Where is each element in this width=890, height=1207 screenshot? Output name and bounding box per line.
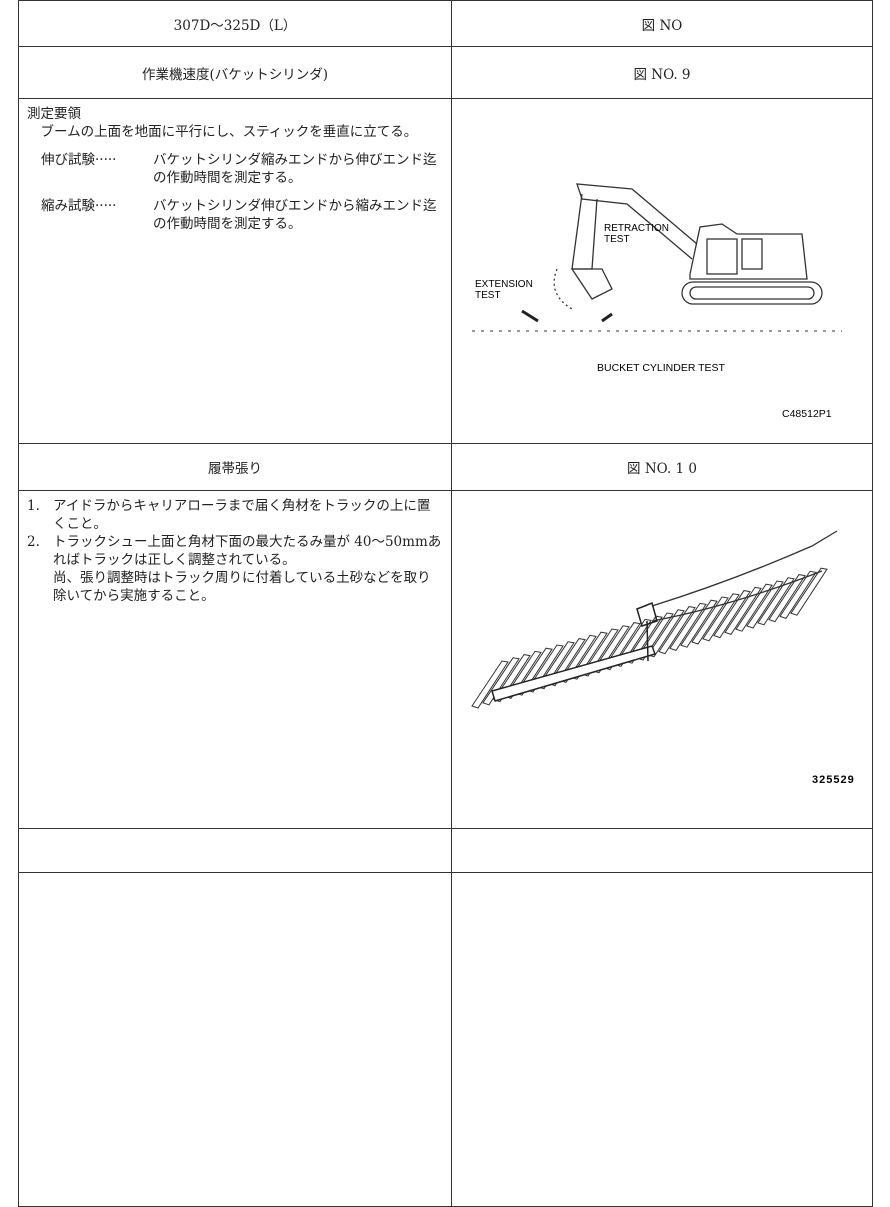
section-title: 履帯張り [18, 443, 452, 491]
figure-cell: 325529 [451, 490, 873, 829]
empty-cell [18, 828, 452, 873]
item-label: 縮み試験····· [41, 198, 117, 214]
track-shoe [724, 586, 762, 635]
item: 伸び試験····· バケットシリンダ縮みエンドから伸びエンド迄の作動時間を測定する… [27, 151, 443, 187]
step-note: 尚、張り調整時はトラック周りに付着している土砂などを取り除いてから実施すること。 [53, 570, 431, 604]
fig-cell: 図 NO [451, 0, 873, 47]
step-text: アイドラからキャリアローラまで届く角材をトラックの上に置くこと。 [53, 498, 431, 532]
row [18, 828, 873, 873]
empty-cell [18, 872, 452, 1207]
item-text: バケットシリンダ縮みエンドから伸びエンド迄の作動時間を測定する。 [153, 152, 437, 186]
arrow [521, 309, 613, 323]
step-number: 1. [27, 498, 40, 514]
wood-bar [491, 645, 656, 702]
row: 1. アイドラからキャリアローラまで届く角材をトラックの上に置くこと。 2. トラッ… [18, 490, 873, 829]
item: 縮み試験····· バケットシリンダ伸びエンドから縮みエンド迄の作動時間を測定する… [27, 197, 443, 233]
label: TEST [604, 234, 630, 245]
track-shoe [713, 590, 751, 639]
figure-code: 325529 [812, 774, 855, 786]
step: 2. トラックシュー上面と角材下面の最大たるみ量が 40～50mmあればトラックは… [27, 533, 443, 605]
step-text: トラックシュー上面と角材下面の最大たるみ量が 40～50mmあればトラックは正し… [53, 534, 442, 568]
text-block: 測定要領 ブームの上面を地面に平行にし、スティックを垂直に立てる。 伸び試験··… [19, 99, 451, 239]
content-cell: 測定要領 ブームの上面を地面に平行にし、スティックを垂直に立てる。 伸び試験··… [18, 98, 452, 444]
track-shoe [658, 606, 696, 655]
step-body: トラックシュー上面と角材下面の最大たるみ量が 40～50mmあればトラックは正し… [53, 533, 443, 605]
label: TEST [475, 290, 501, 301]
hand-ruler [636, 601, 658, 662]
track-shoe [702, 593, 740, 642]
excavator-drawing [553, 183, 823, 310]
arm [651, 530, 838, 622]
track-shoe [691, 596, 729, 645]
track-shoe [757, 577, 795, 626]
fig-number: 図 NO. 9 [451, 46, 873, 99]
figure-code: C48512P1 [782, 408, 832, 420]
empty-cell [451, 828, 873, 873]
caption: BUCKET CYLINDER TEST [597, 362, 726, 374]
item-label: 伸び試験····· [41, 152, 117, 168]
row: 履帯張り 図 NO. 1 0 [18, 443, 873, 491]
figure-cell: RETRACTION TEST EXTENSION TEST BUCKET CY… [451, 98, 873, 444]
excavator-figure: RETRACTION TEST EXTENSION TEST BUCKET CY… [472, 183, 842, 420]
track-shoe [471, 660, 509, 709]
track-figure: 325529 [471, 530, 855, 786]
section-title: 作業機速度(バケットシリンダ) [18, 46, 452, 99]
track-shoe [768, 574, 806, 623]
track-shoe [779, 570, 817, 619]
track-shoe [647, 609, 685, 658]
step: 1. アイドラからキャリアローラまで届く角材をトラックの上に置くこと。 [27, 497, 443, 533]
model-cell: 307D～325D（L） [18, 0, 452, 47]
label: EXTENSION [475, 279, 533, 290]
row [18, 872, 873, 1207]
row: 307D～325D（L） 図 NO [18, 0, 873, 47]
track-shoe [680, 599, 718, 648]
text-block: 1. アイドラからキャリアローラまで届く角材をトラックの上に置くこと。 2. トラッ… [19, 491, 451, 611]
content-cell: 1. アイドラからキャリアローラまで届く角材をトラックの上に置くこと。 2. トラッ… [18, 490, 452, 829]
step-number: 2. [27, 534, 40, 550]
row: 作業機速度(バケットシリンダ) 図 NO. 9 [18, 46, 873, 99]
empty-cell [451, 872, 873, 1207]
track-shoe [790, 567, 828, 616]
sheet-table: 307D～325D（L） 図 NO 作業機速度(バケットシリンダ) 図 NO. … [18, 0, 873, 1207]
track-shoe [735, 583, 773, 632]
track-shoe [746, 580, 784, 629]
row: 測定要領 ブームの上面を地面に平行にし、スティックを垂直に立てる。 伸び試験··… [18, 98, 873, 444]
paragraph: ブームの上面を地面に平行にし、スティックを垂直に立てる。 [40, 124, 418, 140]
fig-number: 図 NO. 1 0 [451, 443, 873, 491]
item-text: バケットシリンダ伸びエンドから縮みエンド迄の作動時間を測定する。 [153, 198, 437, 232]
heading: 測定要領 [27, 106, 81, 122]
track-shoe [669, 602, 707, 651]
label: RETRACTION [604, 223, 669, 234]
